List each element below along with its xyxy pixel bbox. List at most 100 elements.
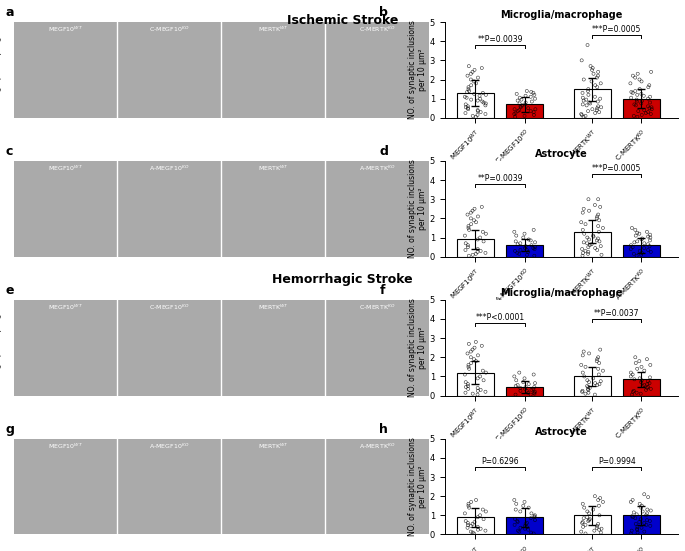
- Point: [480, 526, 491, 535]
- Point: [630, 520, 641, 528]
- Point: [628, 250, 639, 258]
- Point: [590, 109, 601, 117]
- Point: [644, 104, 655, 112]
- Point: [590, 244, 601, 252]
- Point: [514, 368, 525, 377]
- Point: [474, 91, 485, 100]
- Point: [637, 382, 648, 391]
- Point: [639, 239, 650, 248]
- Point: [581, 101, 592, 110]
- Point: [530, 387, 540, 396]
- Point: [528, 111, 539, 120]
- Point: [515, 102, 526, 111]
- Text: Astrocyte: Astrocyte: [0, 192, 1, 225]
- Point: [480, 229, 491, 238]
- Point: [514, 106, 525, 115]
- Point: [463, 222, 474, 230]
- Point: [578, 204, 589, 213]
- Bar: [457, 372, 494, 396]
- Point: [645, 230, 656, 239]
- Bar: [623, 515, 660, 534]
- Point: [625, 498, 636, 506]
- Point: [462, 243, 473, 252]
- Point: [627, 387, 638, 396]
- Point: [520, 521, 531, 530]
- Point: [467, 345, 478, 354]
- Point: [632, 522, 643, 531]
- Point: [634, 499, 645, 508]
- Point: [510, 515, 521, 523]
- Point: [627, 390, 638, 399]
- Point: [641, 521, 652, 530]
- Point: [630, 231, 641, 240]
- Point: [594, 237, 605, 246]
- Point: [634, 246, 645, 255]
- Point: [634, 517, 645, 526]
- Point: [592, 83, 603, 91]
- Point: [519, 498, 530, 506]
- Point: [463, 363, 474, 371]
- Point: [639, 244, 650, 252]
- Point: [628, 111, 639, 120]
- Point: [528, 388, 539, 397]
- Text: MERTK$^{WT}$: MERTK$^{WT}$: [258, 302, 288, 312]
- Point: [464, 87, 475, 95]
- Bar: [506, 387, 543, 396]
- Point: [519, 374, 530, 383]
- Point: [460, 100, 471, 109]
- Point: [467, 250, 478, 259]
- Point: [472, 111, 483, 120]
- Point: [636, 363, 647, 371]
- Text: Microglia/macrophage: Microglia/macrophage: [0, 309, 1, 386]
- Point: [521, 386, 532, 395]
- Point: [584, 383, 595, 392]
- Text: ***P=0.0005: ***P=0.0005: [592, 164, 641, 174]
- Point: [462, 104, 473, 112]
- Point: [511, 89, 522, 98]
- Bar: [574, 89, 610, 118]
- Text: C-MERTK$^{KO}$: C-MERTK$^{KO}$: [358, 25, 395, 34]
- Point: [460, 239, 471, 248]
- Point: [586, 77, 597, 86]
- Point: [472, 96, 483, 105]
- Point: [529, 251, 540, 260]
- Bar: [574, 232, 610, 257]
- Point: [523, 247, 534, 256]
- Point: [632, 97, 643, 106]
- Point: [632, 69, 643, 78]
- Point: [509, 105, 520, 114]
- Point: [583, 85, 594, 94]
- Point: [467, 111, 478, 120]
- Point: [587, 105, 598, 114]
- Point: [595, 94, 606, 103]
- Point: [588, 231, 599, 240]
- Point: [576, 111, 587, 120]
- Point: [460, 509, 471, 518]
- Title: Microglia/macrophage: Microglia/macrophage: [500, 10, 623, 20]
- Point: [525, 236, 536, 245]
- Point: [519, 111, 530, 120]
- Point: [630, 225, 640, 234]
- Point: [593, 364, 603, 373]
- Point: [463, 105, 474, 114]
- Point: [460, 93, 471, 101]
- Text: Ischemic Stroke: Ischemic Stroke: [287, 14, 398, 27]
- Point: [582, 250, 593, 258]
- Point: [593, 520, 603, 528]
- Point: [630, 73, 640, 82]
- Point: [520, 244, 531, 252]
- Point: [591, 106, 602, 115]
- Text: A-MEGF10$^{KO}$: A-MEGF10$^{KO}$: [149, 441, 190, 451]
- Point: [635, 389, 646, 398]
- Title: Astrocyte: Astrocyte: [535, 426, 588, 436]
- Point: [478, 237, 489, 246]
- Point: [462, 518, 473, 527]
- Point: [593, 370, 604, 379]
- Point: [588, 69, 599, 78]
- Point: [642, 380, 653, 388]
- Point: [592, 212, 603, 221]
- Point: [462, 71, 473, 80]
- Point: [636, 99, 647, 108]
- Point: [463, 85, 474, 94]
- Point: [644, 379, 655, 387]
